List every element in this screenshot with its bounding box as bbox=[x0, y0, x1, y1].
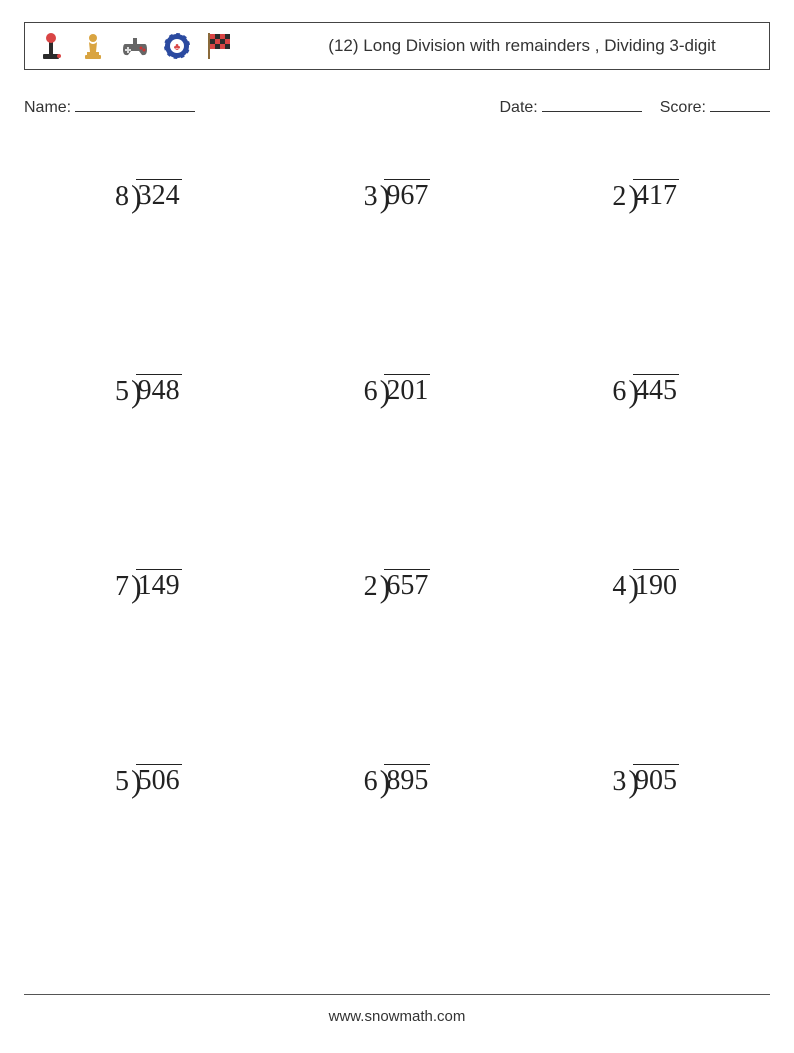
poker-chip-icon: ♣ bbox=[161, 30, 193, 62]
problem-cell: 4 ) 190 bbox=[521, 562, 770, 757]
worksheet-page: ♣ (1 bbox=[0, 0, 794, 1053]
footer-divider bbox=[24, 994, 770, 995]
name-field: Name: bbox=[24, 98, 195, 117]
dividend: 506 bbox=[136, 764, 182, 797]
long-division: 8 ) 324 bbox=[115, 180, 182, 213]
dividend: 657 bbox=[384, 569, 430, 602]
score-blank[interactable] bbox=[710, 98, 770, 112]
long-division: 6 ) 895 bbox=[364, 765, 431, 798]
icon-strip: ♣ bbox=[25, 23, 275, 69]
long-division: 2 ) 417 bbox=[612, 180, 679, 213]
worksheet-title: (12) Long Division with remainders , Div… bbox=[275, 23, 769, 69]
divisor: 8 bbox=[115, 181, 131, 213]
dividend: 948 bbox=[136, 374, 182, 407]
problem-cell: 2 ) 657 bbox=[273, 562, 522, 757]
divisor: 2 bbox=[364, 571, 380, 603]
long-division: 6 ) 201 bbox=[364, 375, 431, 408]
divisor: 5 bbox=[115, 376, 131, 408]
name-label: Name: bbox=[24, 99, 71, 117]
long-division: 4 ) 190 bbox=[612, 570, 679, 603]
problem-cell: 6 ) 895 bbox=[273, 757, 522, 952]
long-division: 7 ) 149 bbox=[115, 570, 182, 603]
divisor: 5 bbox=[115, 766, 131, 798]
dividend: 149 bbox=[136, 569, 182, 602]
divisor: 3 bbox=[612, 766, 628, 798]
dividend: 905 bbox=[633, 764, 679, 797]
problem-cell: 7 ) 149 bbox=[24, 562, 273, 757]
date-label: Date: bbox=[500, 99, 538, 117]
problem-cell: 6 ) 445 bbox=[521, 367, 770, 562]
meta-row: Name: Date: Score: bbox=[24, 98, 770, 117]
divisor: 6 bbox=[364, 766, 380, 798]
long-division: 3 ) 905 bbox=[612, 765, 679, 798]
joystick-icon bbox=[35, 30, 67, 62]
long-division: 3 ) 967 bbox=[364, 180, 431, 213]
dividend: 967 bbox=[384, 179, 430, 212]
chess-pawn-icon bbox=[77, 30, 109, 62]
checkered-flag-icon bbox=[203, 30, 235, 62]
problem-cell: 2 ) 417 bbox=[521, 172, 770, 367]
problem-cell: 3 ) 905 bbox=[521, 757, 770, 952]
date-blank[interactable] bbox=[542, 98, 642, 112]
problem-cell: 3 ) 967 bbox=[273, 172, 522, 367]
dividend: 201 bbox=[384, 374, 430, 407]
divisor: 2 bbox=[612, 181, 628, 213]
name-blank[interactable] bbox=[75, 98, 195, 112]
score-field: Score: bbox=[660, 98, 770, 117]
score-label: Score: bbox=[660, 99, 706, 117]
divisor: 6 bbox=[364, 376, 380, 408]
dividend: 445 bbox=[633, 374, 679, 407]
dividend: 895 bbox=[384, 764, 430, 797]
problem-cell: 8 ) 324 bbox=[24, 172, 273, 367]
gamepad-icon bbox=[119, 30, 151, 62]
problem-cell: 5 ) 948 bbox=[24, 367, 273, 562]
long-division: 2 ) 657 bbox=[364, 570, 431, 603]
divisor: 4 bbox=[612, 571, 628, 603]
svg-text:♣: ♣ bbox=[174, 42, 181, 53]
divisor: 6 bbox=[612, 376, 628, 408]
divisor: 7 bbox=[115, 571, 131, 603]
dividend: 324 bbox=[136, 179, 182, 212]
footer-url: www.snowmath.com bbox=[0, 1008, 794, 1025]
long-division: 5 ) 506 bbox=[115, 765, 182, 798]
problem-cell: 6 ) 201 bbox=[273, 367, 522, 562]
problems-grid: 8 ) 324 3 ) 967 2 ) 417 5 ) 948 bbox=[24, 172, 770, 952]
dividend: 417 bbox=[633, 179, 679, 212]
dividend: 190 bbox=[633, 569, 679, 602]
date-field: Date: bbox=[500, 98, 642, 117]
long-division: 5 ) 948 bbox=[115, 375, 182, 408]
problem-cell: 5 ) 506 bbox=[24, 757, 273, 952]
divisor: 3 bbox=[364, 181, 380, 213]
header-box: ♣ (1 bbox=[24, 22, 770, 70]
long-division: 6 ) 445 bbox=[612, 375, 679, 408]
